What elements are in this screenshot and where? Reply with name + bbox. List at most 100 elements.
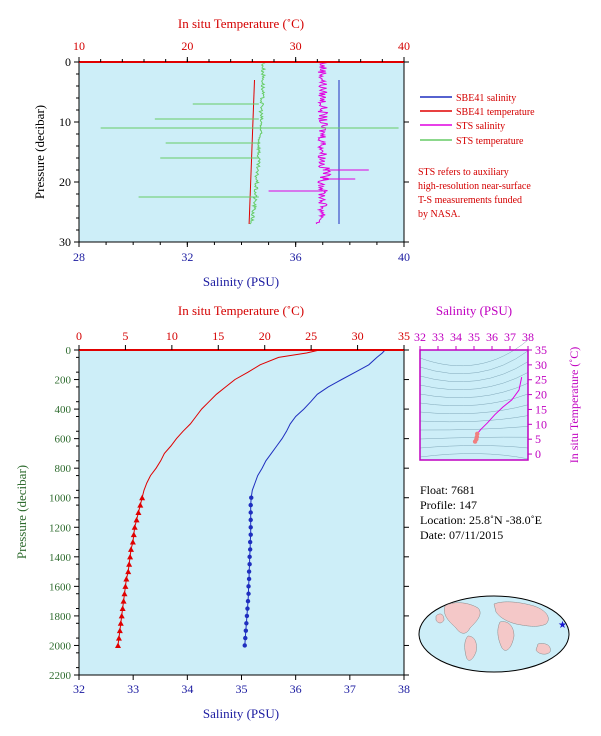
- bottom-pressure-tick-label: 200: [55, 375, 72, 387]
- bottom-temp-tick-label: 30: [352, 329, 364, 343]
- salinity-point: [246, 569, 252, 574]
- ts-sal-tick-label: 36: [486, 330, 498, 344]
- ts-temp-tick-label: 0: [535, 447, 541, 461]
- legend-label-sts-salinity: STS salinity: [456, 121, 505, 132]
- salinity-point: [247, 562, 252, 567]
- bottom-temp-tick-label: 5: [122, 329, 128, 343]
- bottom-pressure-tick-label: 2200: [49, 670, 72, 682]
- top-plot-area: [79, 62, 404, 242]
- ts-sal-axis-title: Salinity (PSU): [436, 303, 512, 318]
- temperature-point: [137, 502, 144, 508]
- ts-isopycnal: [419, 393, 529, 406]
- temperature-point: [130, 531, 137, 538]
- ts-isopycnal: [419, 382, 529, 399]
- ts-temp-tick-label: 20: [535, 388, 547, 402]
- temperature-point: [135, 509, 142, 515]
- salinity-point: [248, 510, 253, 515]
- info-location: Location: 25.8˚N -38.0˚E: [420, 513, 542, 527]
- salinity-point: [247, 547, 253, 552]
- legend-label-sbe41-temperature: SBE41 temperature: [456, 107, 535, 118]
- temperature-point: [128, 546, 134, 552]
- legend-label-sbe41-salinity: SBE41 salinity: [456, 93, 516, 104]
- salinity-point: [247, 539, 253, 545]
- temperature-point: [129, 539, 136, 545]
- ts-sal-tick-label: 37: [504, 330, 516, 344]
- temperature-point: [120, 598, 127, 604]
- salinity-point: [244, 613, 250, 619]
- salinity-point: [248, 532, 253, 537]
- bottom-axes: 32 33 34 35 36 37 38 0 5 10 15 20 25 30 35 0 200 400 600 80…: [49, 329, 410, 696]
- info-date: Date: 07/11/2015: [420, 528, 503, 542]
- ts-temp-axis-title: In situ Temperature (˚C): [567, 347, 581, 464]
- bottom-sal-tick-label: 32: [73, 682, 85, 696]
- ts-sal-tick-label: 32: [414, 330, 426, 344]
- top-pressure-axis-title: Pressure (decibar): [32, 105, 47, 199]
- note-line-4: by NASA.: [418, 209, 460, 220]
- temperature-point: [122, 583, 129, 589]
- salinity-point: [248, 502, 253, 508]
- bottom-pressure-tick-label: 2000: [49, 640, 72, 652]
- top-sal-tick-label: 40: [398, 250, 410, 264]
- bottom-pressure-tick-label: 1600: [49, 581, 72, 593]
- ts-sal-tick-label: 38: [522, 330, 534, 344]
- salinity-point: [245, 606, 250, 611]
- bottom-temp-tick-label: 25: [305, 329, 317, 343]
- temperature-point: [117, 620, 124, 626]
- salinity-point: [243, 628, 249, 633]
- temperature-point: [133, 516, 140, 523]
- top-pressure-tick-label: 10: [59, 115, 71, 129]
- bottom-sal-tick-label: 36: [290, 682, 302, 696]
- temperature-point: [118, 612, 125, 619]
- salinity-point: [248, 517, 253, 523]
- bottom-sal-tick-label: 38: [398, 682, 410, 696]
- bottom-pressure-tick-label: 1200: [49, 522, 72, 534]
- bottom-temp-axis-title: In situ Temperature (˚C): [178, 303, 304, 318]
- ts-temp-tick-label: 35: [535, 343, 547, 357]
- map-australia: [535, 643, 551, 655]
- ts-isopycnal: [419, 404, 529, 415]
- bottom-pressure-tick-label: 400: [55, 404, 72, 416]
- float-location-marker-icon: ★: [558, 620, 567, 631]
- salinity-point: [248, 525, 253, 530]
- bottom-temp-tick-label: 20: [259, 329, 271, 343]
- top-pressure-tick-label: 20: [59, 175, 71, 189]
- temperature-point: [127, 553, 134, 560]
- note-line-3: T-S measurements funded: [418, 195, 522, 206]
- float-info: Float: 7681 Profile: 147 Location: 25.8˚…: [420, 483, 542, 542]
- ts-temp-tick-label: 30: [535, 358, 547, 372]
- bottom-pressure-tick-label: 1800: [49, 611, 72, 623]
- temperature-point: [119, 605, 126, 612]
- salinity-point: [246, 576, 252, 582]
- top-temp-tick-label: 30: [290, 39, 302, 53]
- bottom-panel: 32 33 34 35 36 37 38 0 5 10 15 20 25 30 35 0 200 400 600 80…: [14, 303, 410, 721]
- map-south-america: [464, 635, 477, 661]
- temperature-point: [123, 575, 130, 582]
- salinity-point: [245, 598, 251, 604]
- ts-temp-tick-label: 10: [535, 417, 547, 431]
- salinity-point: [243, 635, 248, 641]
- top-temp-tick-label: 40: [398, 39, 410, 53]
- map-africa: [497, 621, 515, 651]
- top-series-group: [100, 61, 399, 225]
- salinity-point: [247, 554, 252, 560]
- bottom-pressure-tick-label: 1400: [49, 552, 72, 564]
- info-profile: Profile: 147: [420, 498, 477, 512]
- map-eurasia: [493, 601, 549, 627]
- bottom-sal-tick-label: 34: [181, 682, 193, 696]
- bottom-sal-axis-title: Salinity (PSU): [203, 706, 279, 721]
- top-sal-tick-label: 32: [181, 250, 193, 264]
- ts-isopycnal: [419, 339, 529, 367]
- legend: SBE41 salinity SBE41 temperature STS sal…: [418, 93, 535, 220]
- ts-isopycnal: [419, 361, 529, 383]
- top-temp-tick-label: 10: [73, 39, 85, 53]
- temperature-point: [121, 590, 128, 597]
- bottom-plot-area: [79, 350, 404, 675]
- note-line-1: STS refers to auxiliary: [418, 167, 509, 178]
- top-pressure-tick-label: 30: [59, 235, 71, 249]
- ts-temp-tick-label: 5: [535, 432, 541, 446]
- bottom-pressure-tick-label: 1000: [49, 493, 72, 505]
- temperature-point: [125, 568, 132, 575]
